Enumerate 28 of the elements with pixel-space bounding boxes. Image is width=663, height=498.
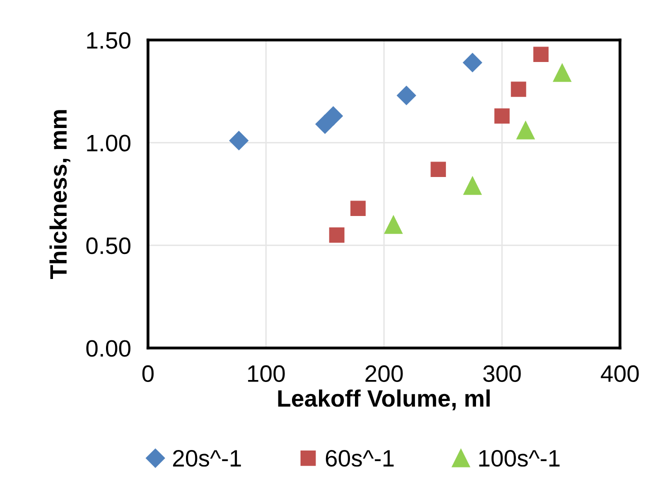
point	[510, 82, 526, 97]
point	[396, 86, 416, 105]
point	[430, 162, 446, 177]
point	[384, 216, 402, 234]
x-tick-label: 400	[600, 365, 639, 382]
legend-label: 60s^-1	[326, 450, 394, 467]
x-tick-label: 0	[142, 365, 154, 382]
legend-label: 20s^-1	[173, 450, 241, 467]
point	[229, 131, 248, 150]
point	[329, 227, 344, 243]
point	[350, 200, 366, 216]
point	[516, 121, 535, 140]
point	[494, 108, 510, 124]
legend-label: 100s^-1	[479, 450, 560, 467]
x-axis-title: Leakoff Volume, ml	[278, 389, 490, 410]
point	[463, 176, 482, 195]
point	[533, 46, 549, 62]
x-tick-label: 100	[248, 365, 285, 382]
x-tick-label: 200	[365, 365, 403, 382]
x-tick-label: 300	[483, 365, 521, 382]
y-tick-label: 1.00	[87, 134, 130, 152]
point	[553, 64, 572, 82]
y-tick-label: 1.50	[87, 32, 130, 49]
y-axis-title: Thickness, mm	[49, 110, 70, 280]
point	[462, 53, 482, 72]
y-tick-label: 0.50	[86, 237, 130, 254]
point	[324, 106, 343, 126]
y-tick-label: 0.00	[86, 340, 130, 357]
